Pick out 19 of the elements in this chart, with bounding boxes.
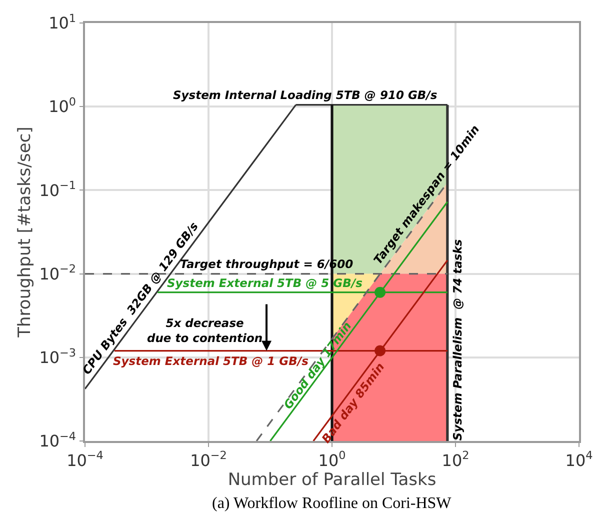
- y-tick-label: 10$^{−1}$: [39, 179, 76, 200]
- text: System Parallelism @ 74 tasks: [450, 239, 464, 441]
- y-tick-label: 10$^{−4}$: [39, 430, 76, 451]
- series-label: System External 5TB @ 5 GB/s: [167, 276, 363, 290]
- x-tick-label: 10$^{2}$: [442, 449, 470, 470]
- x-tick-label: 10$^{−2}$: [190, 449, 227, 470]
- x-tick-label: 10$^{4}$: [565, 449, 593, 470]
- y-tick-label: 10$^{1}$: [48, 12, 76, 33]
- text: (a) Workflow Roofline on Cori-HSW: [212, 495, 452, 512]
- series-label: System Internal Loading 5TB @ 910 GB/s: [173, 88, 438, 102]
- annotation: 5x decrease due to contention: [147, 316, 263, 345]
- series-label: System External 5TB @ 1 GB/s: [113, 354, 309, 368]
- x-tick-label: 10$^{0}$: [318, 449, 346, 470]
- y-tick-label: 10$^{−3}$: [39, 346, 76, 367]
- x-tick-label: 10$^{−4}$: [66, 449, 104, 470]
- x-axis-title: Number of Parallel Tasks: [228, 470, 436, 490]
- y-tick-label: 10$^{0}$: [48, 95, 76, 116]
- y-tick-label: 10$^{−2}$: [39, 262, 76, 284]
- y-axis-title: Throughput [#tasks/sec]: [15, 126, 36, 338]
